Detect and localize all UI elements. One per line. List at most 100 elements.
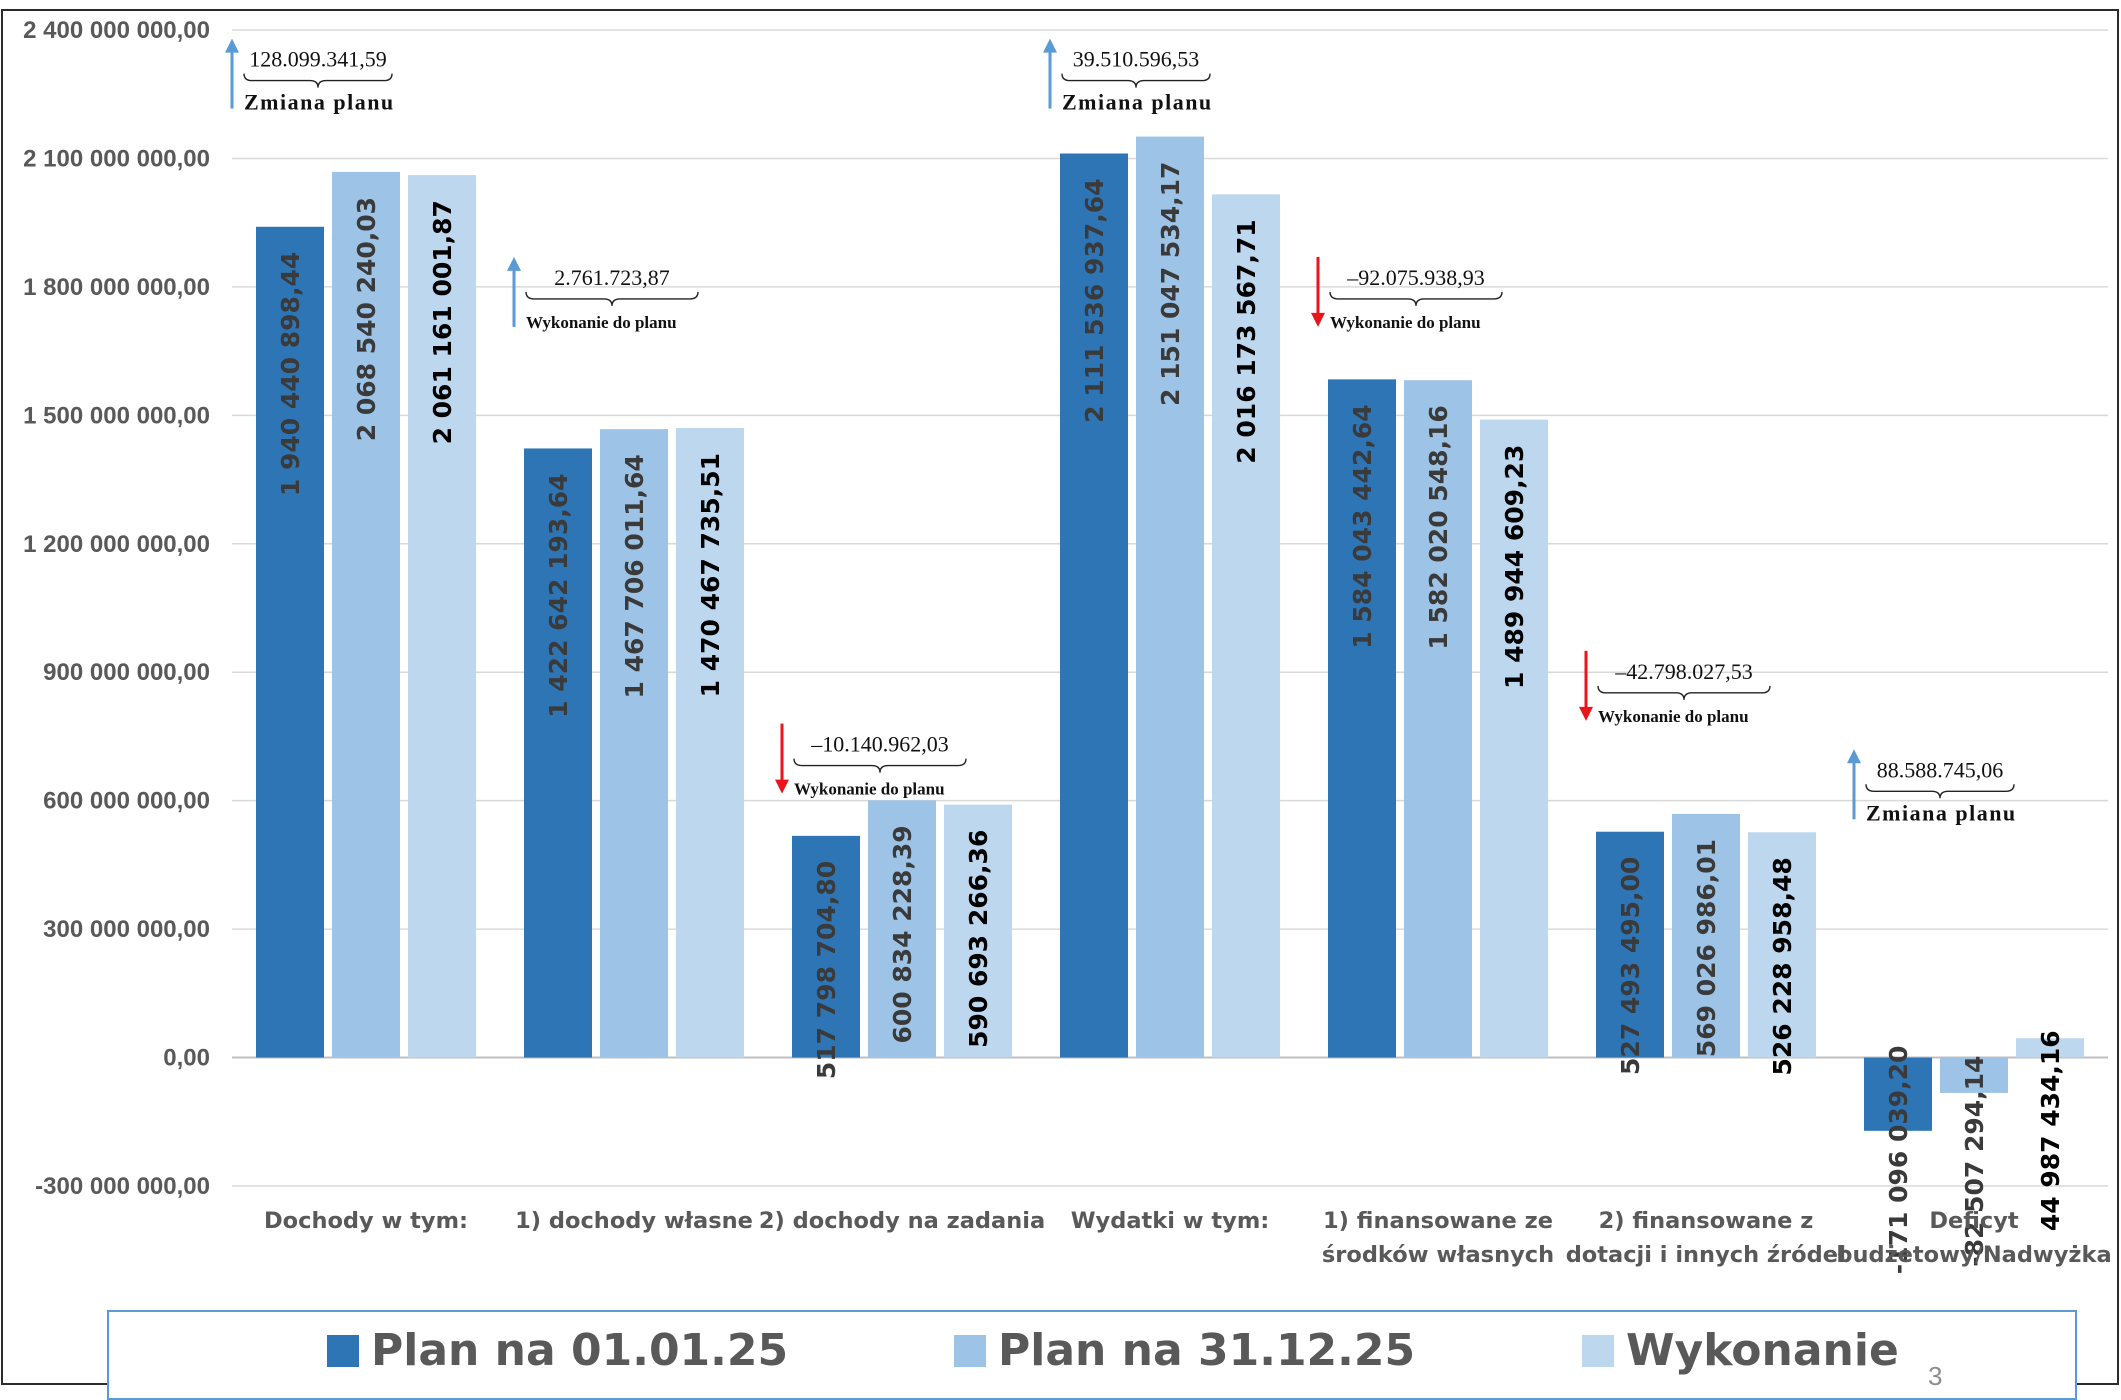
y-tick-label: 0,00 (163, 1045, 210, 1072)
legend-label-wykonanie: Wykonanie (1626, 1325, 1899, 1376)
annotation-value: 39.510.596,53 (1073, 47, 1200, 72)
data-label: 2 111 536 937,64 (1080, 179, 1109, 423)
bar (524, 448, 592, 1058)
category-label: Wydatki w tym: (1071, 1208, 1270, 1234)
y-tick-label: 1 500 000 000,00 (23, 402, 210, 429)
bar (600, 429, 668, 1058)
data-label: 527 493 495,00 (1616, 857, 1645, 1075)
arrow-up-head-icon (1847, 749, 1861, 764)
data-label: 569 026 986,01 (1692, 839, 1721, 1057)
annotation-label: Wykonanie do planu (1598, 707, 1749, 726)
category-label: 1) finansowane ze (1323, 1208, 1553, 1234)
data-label: 1 422 642 193,64 (544, 473, 573, 717)
bar (676, 427, 744, 1058)
category-label: Deficyt (1929, 1208, 2019, 1234)
annotation-label: Wykonanie do planu (794, 780, 945, 799)
bar (1136, 136, 1204, 1058)
data-label: 2 068 540 240,03 (352, 197, 381, 441)
page-number: 3 (1928, 1361, 1943, 1391)
data-label: 517 798 704,80 (812, 861, 841, 1079)
y-tick-label: 2 400 000 000,00 (23, 17, 210, 44)
data-label: 1 940 440 898,44 (276, 252, 305, 496)
brace-icon (1329, 291, 1503, 306)
chart-legend: Plan na 01.01.25 Plan na 31.12.25 Wykona… (107, 1310, 2077, 1400)
data-label: 2 061 161 001,87 (428, 200, 457, 444)
data-label: 600 834 228,39 (888, 825, 917, 1043)
bar (2016, 1038, 2084, 1058)
category-label: 1) dochody własne (515, 1208, 753, 1234)
arrow-down-head-icon (775, 779, 789, 794)
y-tick-label: 300 000 000,00 (43, 916, 210, 943)
bar (1060, 153, 1128, 1058)
y-tick-label: -300 000 000,00 (35, 1173, 210, 1200)
y-tick-label: 2 100 000 000,00 (23, 145, 210, 172)
arrow-up-head-icon (225, 38, 239, 53)
brace-icon (525, 291, 699, 306)
data-label: 1 470 467 735,51 (696, 453, 725, 697)
annotation-label: Zmiana planu (1062, 90, 1213, 115)
data-label: 44 987 434,16 (2036, 1030, 2065, 1231)
data-label: 590 693 266,36 (964, 830, 993, 1048)
legend-item-wykonanie: Wykonanie (1582, 1326, 1899, 1376)
legend-label-plan-3112: Plan na 31.12.25 (998, 1325, 1416, 1376)
annotation-value: –10.140.962,03 (810, 732, 949, 757)
data-label: -171 096 039,20 (1884, 1046, 1913, 1275)
bar (332, 171, 400, 1058)
bar (792, 835, 860, 1058)
category-label: dotacji i innych źródeł (1566, 1242, 1847, 1268)
bar-chart: 2 400 000 000,00 2 100 000 000,00 1 800 00… (23, 17, 2111, 1275)
y-tick-label: 600 000 000,00 (43, 788, 210, 815)
legend-swatch-plan-0101 (327, 1335, 359, 1367)
legend-swatch-wykonanie (1582, 1335, 1614, 1367)
y-tick-label: 1 800 000 000,00 (23, 274, 210, 301)
bar (1596, 831, 1664, 1058)
data-label: 2 151 047 534,17 (1156, 162, 1185, 406)
brace-icon (1061, 73, 1211, 88)
annotation-label: Wykonanie do planu (526, 313, 677, 332)
data-label: 2 016 173 567,71 (1232, 219, 1261, 463)
bar (1748, 832, 1816, 1058)
y-tick-label: 1 200 000 000,00 (23, 531, 210, 558)
bar (1212, 194, 1280, 1058)
brace-icon (243, 73, 393, 88)
category-label: środków własnych (1322, 1242, 1554, 1268)
annotation-label: Wykonanie do planu (1330, 313, 1481, 332)
bar (1404, 380, 1472, 1058)
annotation-label: Zmiana planu (1866, 800, 2017, 825)
bar (868, 800, 936, 1058)
category-label: Dochody w tym: (264, 1208, 468, 1234)
legend-item-plan-0101: Plan na 01.01.25 (327, 1326, 788, 1376)
arrow-down-head-icon (1579, 706, 1593, 721)
bar (256, 226, 324, 1058)
annotation-value: 88.588.745,06 (1877, 757, 2004, 782)
legend-item-plan-3112: Plan na 31.12.25 (954, 1326, 1415, 1376)
category-label: budżetowy/Nadwyżka (1836, 1242, 2111, 1268)
annotation-value: 2.761.723,87 (554, 265, 670, 290)
bar (944, 804, 1012, 1058)
category-label: 2) dochody na zadania (759, 1208, 1045, 1234)
arrow-up-head-icon (507, 256, 521, 271)
annotation-value: 128.099.341,59 (249, 47, 387, 72)
bar (1864, 1057, 1932, 1131)
annotation-value: –42.798.027,53 (1614, 659, 1753, 684)
data-label: 526 228 958,48 (1768, 857, 1797, 1075)
annotation-value: –92.075.938,93 (1346, 265, 1485, 290)
data-label: 1 584 043 442,64 (1348, 404, 1377, 648)
arrow-down-head-icon (1311, 312, 1325, 327)
bar (1480, 419, 1548, 1058)
brace-icon (1597, 685, 1771, 700)
data-label: -82 507 294,14 (1960, 1056, 1989, 1267)
category-label: 2) finansowane z (1599, 1208, 1814, 1234)
bar (408, 175, 476, 1058)
legend-swatch-plan-3112 (954, 1335, 986, 1367)
data-label: 1 582 020 548,16 (1424, 405, 1453, 649)
arrow-up-head-icon (1043, 38, 1057, 53)
annotation-label: Zmiana planu (244, 90, 395, 115)
data-label: 1 489 944 609,23 (1500, 445, 1529, 689)
y-tick-label: 900 000 000,00 (43, 659, 210, 686)
bar (1940, 1057, 2008, 1093)
brace-icon (793, 758, 967, 773)
data-label: 1 467 706 011,64 (620, 454, 649, 698)
bar (1672, 813, 1740, 1058)
brace-icon (1865, 784, 2015, 799)
